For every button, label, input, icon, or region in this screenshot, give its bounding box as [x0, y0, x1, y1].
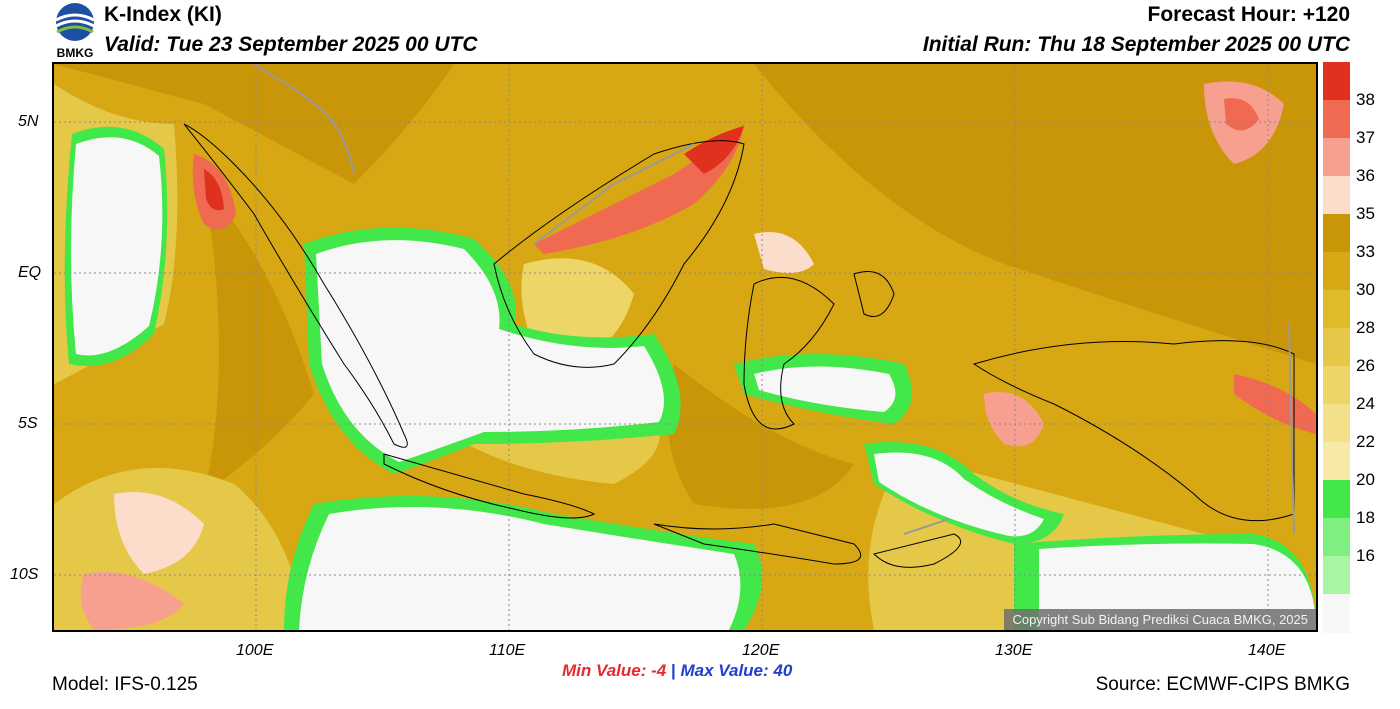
low-ki-area: [71, 137, 163, 356]
bmkg-logo-icon: [55, 3, 95, 41]
colorbar-segment: [1323, 138, 1350, 177]
low-ki-area: [316, 240, 664, 462]
high-ki-patch: [754, 232, 814, 273]
colorbar-segment: [1323, 480, 1350, 519]
logo-text: BMKG: [56, 46, 94, 60]
colorbar-segment: [1323, 518, 1350, 557]
high-ki-patch: [534, 124, 744, 254]
lon-label-140e: 140E: [1248, 642, 1286, 659]
lat-label-5n: 5N: [18, 113, 39, 130]
lon-label-120e: 120E: [742, 642, 780, 659]
valid-time: Valid: Tue 23 September 2025 00 UTC: [104, 33, 478, 56]
colorbar-tick-label: 26: [1356, 356, 1375, 375]
colorbar: [1323, 62, 1350, 633]
colorbar-tick-label: 35: [1356, 204, 1375, 223]
field-dark-region: [54, 64, 454, 184]
colorbar-segment: [1323, 328, 1350, 367]
high-ki-patch: [1234, 374, 1316, 434]
colorbar-segment: [1323, 404, 1350, 443]
map-canvas: [54, 64, 1316, 630]
min-label: Min Value:: [562, 661, 647, 680]
forecast-hour: Forecast Hour: +120: [1147, 3, 1351, 26]
copyright-notice: Copyright Sub Bidang Prediksi Cuaca BMKG…: [1004, 609, 1316, 630]
colorbar-tick-label: 28: [1356, 318, 1375, 337]
colorbar-segment: [1323, 214, 1350, 253]
colorbar-tick-label: 30: [1356, 280, 1375, 299]
colorbar-tick-label: 36: [1356, 166, 1375, 185]
low-ki-area: [874, 452, 1044, 537]
lat-label-5s: 5S: [18, 415, 38, 432]
map-title: K-Index (KI): [104, 3, 222, 26]
graticule: [54, 64, 1316, 630]
max-value: 40: [773, 661, 793, 680]
low-ki-area: [299, 506, 741, 630]
initial-run: Initial Run: Thu 18 September 2025 00 UT…: [922, 33, 1350, 56]
field-dark-region: [754, 64, 1316, 364]
lon-label-100e: 100E: [236, 642, 274, 659]
colorbar-segment: [1323, 290, 1350, 329]
colorbar-tick-label: 16: [1356, 546, 1375, 565]
high-ki-patch: [684, 126, 744, 174]
colorbar-segment: [1323, 176, 1350, 215]
lon-label-130e: 130E: [995, 642, 1033, 659]
coastlines: [183, 123, 1295, 568]
low-ki-area: [754, 366, 896, 412]
lat-label-eq: EQ: [18, 264, 42, 281]
colorbar-segment: [1323, 442, 1350, 481]
field-dark-region: [204, 184, 314, 494]
field-dark-region: [667, 364, 854, 509]
source-label: Source: ECMWF-CIPS BMKG: [1095, 674, 1350, 695]
colorbar-tick-label: 24: [1356, 394, 1375, 413]
lat-label-10s: 10S: [10, 566, 39, 583]
high-ki-patch: [114, 492, 204, 574]
colorbar-tick-label: 38: [1356, 90, 1375, 109]
colorbar-segment: [1323, 252, 1350, 291]
colorbar-segment: [1323, 594, 1350, 633]
lon-label-110e: 110E: [489, 642, 526, 659]
colorbar-tick-label: 18: [1356, 508, 1375, 527]
max-label: Max Value:: [680, 661, 769, 680]
high-ki-patch: [984, 392, 1044, 447]
country-borders: [253, 64, 1295, 535]
colorbar-tick-label: 20: [1356, 470, 1375, 489]
colorbar-labels: 38 37 36 35 33 30 28 26 24 22 20 18 16: [1356, 62, 1396, 632]
min-max-stats: Min Value: -4 | Max Value: 40: [562, 661, 792, 681]
high-ki-patch: [204, 169, 224, 211]
high-ki-patch: [80, 572, 184, 630]
colorbar-tick-label: 22: [1356, 432, 1375, 451]
colorbar-tick-label: 37: [1356, 128, 1375, 147]
model-label: Model: IFS-0.125: [52, 674, 198, 695]
min-value: -4: [651, 661, 667, 680]
colorbar-segment: [1323, 366, 1350, 405]
k-index-map: Copyright Sub Bidang Prediksi Cuaca BMKG…: [52, 62, 1318, 632]
colorbar-tick-label: 33: [1356, 242, 1375, 261]
colorbar-segment: [1323, 62, 1350, 101]
bmkg-logo: BMKG: [51, 2, 99, 60]
colorbar-segment: [1323, 556, 1350, 595]
stats-separator: |: [670, 661, 676, 680]
low-ki-area: [1039, 543, 1316, 630]
colorbar-segment: [1323, 100, 1350, 139]
